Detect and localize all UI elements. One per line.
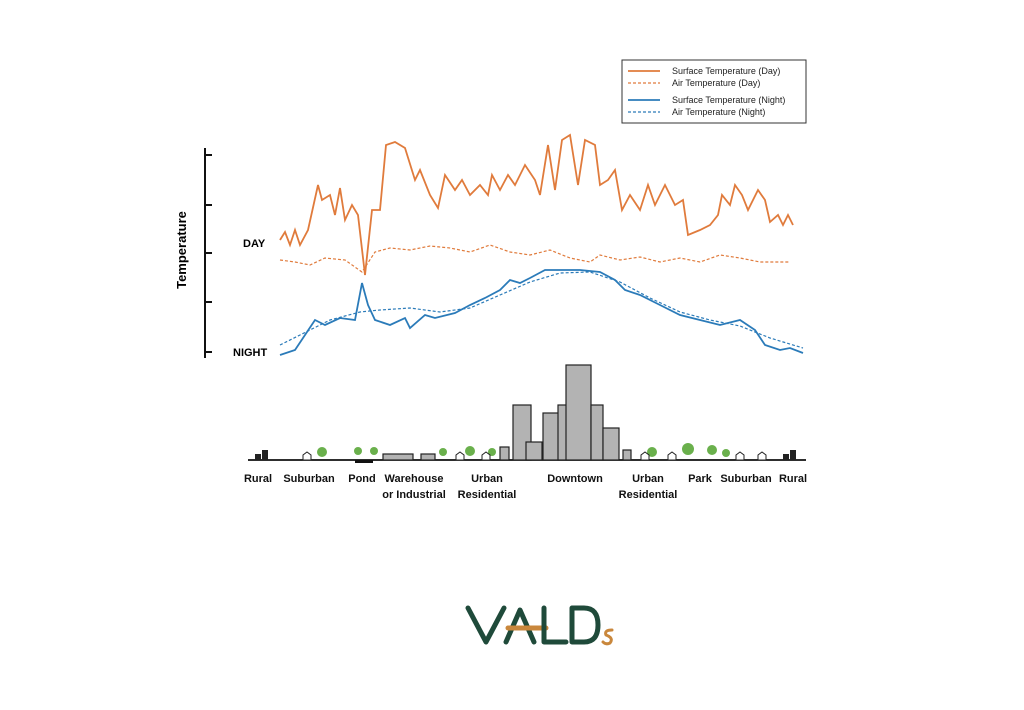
zone-label: Urban — [471, 473, 503, 485]
zone-label: Warehouse — [385, 473, 444, 485]
zone-label: Residential — [458, 489, 517, 501]
day-surface-curve — [279, 133, 794, 276]
day-air-curve — [279, 244, 790, 273]
day-label: DAY — [243, 238, 266, 250]
zone-label: Suburban — [283, 473, 335, 485]
zone-label: Residential — [619, 489, 678, 501]
zone-label: or Industrial — [382, 489, 446, 501]
zone-label: Urban — [632, 473, 664, 485]
zone-label: Rural — [779, 473, 807, 485]
legend-label: Surface Temperature (Night) — [672, 95, 785, 105]
night-air-curve — [279, 271, 804, 349]
zone-label: Pond — [348, 473, 376, 485]
legend-label: Air Temperature (Day) — [672, 78, 760, 88]
axis-label: Temperature — [174, 211, 189, 289]
zone-label: Suburban — [720, 473, 772, 485]
legend-label: Surface Temperature (Day) — [672, 66, 780, 76]
axis-ticks — [205, 154, 212, 353]
zone-label: Rural — [244, 473, 272, 485]
legend-label: Air Temperature (Night) — [672, 107, 765, 117]
logo — [465, 605, 614, 646]
landscape — [248, 364, 806, 463]
night-surface-curve — [279, 269, 804, 356]
night-label: NIGHT — [233, 347, 268, 359]
zone-label: Downtown — [547, 473, 603, 485]
zone-label: Park — [688, 473, 713, 485]
